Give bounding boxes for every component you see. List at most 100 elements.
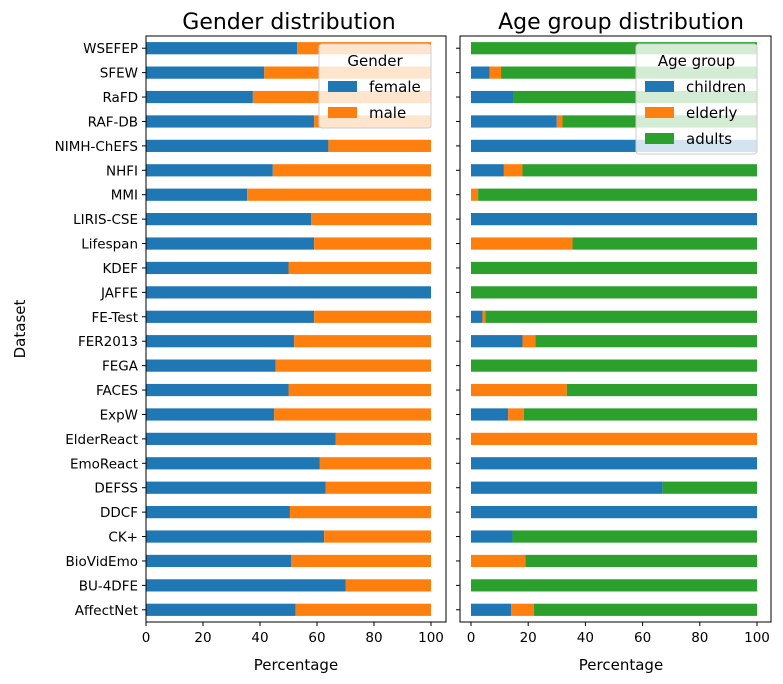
- gender-legend-swatch-male: [328, 107, 357, 118]
- gender-bar-defss-male: [325, 481, 431, 494]
- y-tick-label-affectnet: AffectNet: [75, 603, 138, 619]
- age-x-ticks: 0 20 40 60 80 100: [467, 622, 770, 646]
- age-y-ticks: [456, 47, 460, 611]
- y-tick-label-fega: FEGA: [102, 359, 139, 375]
- y-tick-label-elderreact: ElderReact: [65, 432, 138, 448]
- y-tick-label-lifespan: Lifespan: [81, 237, 138, 253]
- gender-bar-emoreact-female: [146, 457, 320, 470]
- age-bar-raf-db-children: [471, 115, 557, 128]
- age-bar-defss-children: [471, 481, 663, 494]
- age-chart-title: Age group distribution: [498, 10, 744, 35]
- gender-bar-biovidemo-male: [291, 554, 431, 568]
- age-x-tick-label-20: 20: [520, 630, 537, 646]
- y-tick-label-wsefep: WSEFEP: [83, 41, 138, 57]
- age-bar-affectnet-elderly: [511, 603, 534, 616]
- age-axes-frame: [459, 35, 772, 623]
- gender-bar-nhfi-male: [272, 164, 431, 177]
- gender-bar-defss-female: [146, 481, 326, 494]
- age-bar-mmi-adults: [478, 188, 757, 201]
- gender-bar-liris-cse-female: [146, 213, 312, 226]
- gender-bar-biovidemo-female: [146, 554, 292, 568]
- age-bar-nhfi-adults: [522, 164, 757, 177]
- age-bar-raf-db-elderly: [556, 115, 563, 128]
- gender-bar-lifespan-male: [314, 237, 431, 250]
- gender-bar-fe-test-female: [146, 310, 315, 323]
- y-tick-label-sfew: SFEW: [100, 66, 138, 82]
- y-tick-label-bu-4dfe: BU-4DFE: [79, 578, 138, 594]
- gender-bar-ck-female: [146, 530, 325, 543]
- y-tick-label-biovidemo: BioVidEmo: [66, 554, 138, 570]
- gender-bar-lifespan-female: [146, 237, 315, 250]
- gender-bar-affectnet-male: [295, 603, 432, 616]
- gender-x-tick-label-0: 0: [142, 630, 151, 646]
- age-bar-faces-adults: [566, 383, 757, 397]
- y-tick-label-expw: ExpW: [100, 407, 138, 423]
- gender-bar-bu-4dfe-male: [345, 579, 431, 592]
- age-bar-kdef-adults: [471, 261, 757, 275]
- age-x-tick-label-100: 100: [744, 630, 770, 646]
- gender-bar-elderreact-female: [146, 432, 336, 445]
- gender-bar-bu-4dfe-female: [146, 579, 346, 592]
- age-bar-lifespan-adults: [572, 237, 757, 250]
- age-legend-title: Age group: [658, 52, 735, 70]
- age-bar-nhfi-elderly: [503, 164, 523, 177]
- age-bar-ddcf-children: [471, 506, 757, 519]
- age-bar-ck-children: [471, 530, 513, 543]
- y-tick-label-faces: FACES: [96, 383, 138, 399]
- y-tick-label-ddcf: DDCF: [100, 505, 138, 521]
- y-axis-label: Dataset: [11, 300, 29, 359]
- age-x-tick-label-60: 60: [634, 630, 651, 646]
- y-tick-label-jaffe: JAFFE: [100, 285, 138, 301]
- gender-bar-rafd-female: [146, 90, 253, 104]
- gender-bar-faces-female: [146, 383, 289, 397]
- gender-bar-fer2013-female: [146, 335, 295, 348]
- age-x-tick-label-80: 80: [691, 630, 708, 646]
- age-bar-emoreact-children: [471, 457, 757, 470]
- gender-bar-elderreact-male: [335, 432, 431, 445]
- age-bar-fer2013-adults: [535, 335, 757, 348]
- gender-legend-label-male: male: [369, 104, 406, 122]
- gender-bar-faces-male: [288, 383, 431, 397]
- age-bar-fer2013-elderly: [522, 335, 536, 348]
- gender-x-tick-label-100: 100: [418, 630, 444, 646]
- gender-legend-title: Gender: [347, 52, 403, 70]
- age-bar-jaffe-adults: [471, 286, 757, 299]
- gender-bar-mmi-female: [146, 188, 248, 201]
- age-bar-liris-cse-children: [471, 213, 757, 226]
- gender-y-ticks: AffectNet BU-4DFE BioVidEmo CK+ DDCF DEFSS Emo…: [55, 41, 146, 619]
- gender-x-ticks: 0 20 40 60 80 100: [142, 622, 444, 646]
- age-bar-fe-test-children: [471, 310, 483, 323]
- age-x-tick-label-40: 40: [577, 630, 594, 646]
- gender-bar-fega-male: [275, 359, 432, 372]
- gender-bar-ck-male: [324, 530, 432, 543]
- y-tick-label-raf-db: RAF-DB: [88, 114, 138, 130]
- gender-x-tick-label-20: 20: [194, 630, 211, 646]
- age-bar-faces-elderly: [471, 383, 567, 397]
- age-legend: Age group children elderly adults: [635, 43, 758, 155]
- y-tick-label-ck: CK+: [108, 530, 138, 546]
- gender-x-tick-label-40: 40: [251, 630, 268, 646]
- age-bar-lifespan-elderly: [471, 237, 573, 250]
- age-bar-expw-adults: [523, 408, 757, 421]
- gender-bar-nhfi-female: [146, 164, 273, 177]
- gender-bar-kdef-male: [288, 261, 431, 275]
- gender-bar-kdef-female: [146, 261, 289, 275]
- age-legend-box: [635, 43, 758, 155]
- gender-bar-emoreact-male: [319, 457, 431, 470]
- age-bar-fega-adults: [471, 359, 757, 372]
- age-legend-swatch-children: [645, 81, 674, 92]
- gender-x-tick-label-80: 80: [365, 630, 382, 646]
- age-legend-label-children: children: [686, 78, 746, 96]
- age-bar-fe-test-elderly: [482, 310, 486, 323]
- age-x-axis-label: Percentage: [579, 656, 663, 674]
- age-bar-expw-children: [471, 408, 509, 421]
- gender-bar-affectnet-female: [146, 603, 296, 616]
- age-bar-nhfi-children: [471, 164, 504, 177]
- y-tick-label-emoreact: EmoReact: [70, 456, 138, 472]
- y-tick-label-defss: DEFSS: [94, 481, 138, 497]
- gender-bar-wsefep-female: [146, 42, 298, 55]
- age-legend-swatch-elderly: [645, 107, 674, 118]
- gender-bar-liris-cse-male: [311, 213, 431, 226]
- gender-legend-label-female: female: [369, 78, 421, 96]
- age-legend-label-elderly: elderly: [686, 104, 737, 122]
